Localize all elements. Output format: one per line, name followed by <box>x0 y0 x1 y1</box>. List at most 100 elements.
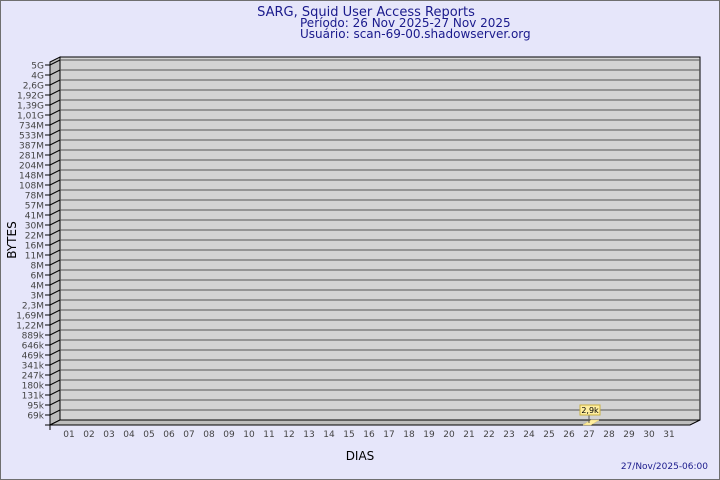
y-tick-diagonal <box>49 119 61 126</box>
x-tick-label: 17 <box>383 430 394 440</box>
y-tick-label: 1,39G <box>17 102 44 112</box>
x-tick-label: 02 <box>83 430 94 440</box>
y-tick-label: 341k <box>22 362 45 372</box>
y-tick-label: 387M <box>19 142 44 152</box>
y-tick-diagonal <box>49 109 61 116</box>
x-axis-label: DIAS <box>346 449 375 463</box>
y-tick-diagonal <box>49 369 61 376</box>
x-tick-label: 24 <box>523 430 535 440</box>
y-tick-diagonal <box>49 179 61 186</box>
x-tick-label: 30 <box>643 430 655 440</box>
x-tick-label: 22 <box>483 430 494 440</box>
y-tick-diagonal <box>49 329 61 336</box>
y-tick-label: 204M <box>19 162 44 172</box>
y-tick-diagonal <box>49 219 61 226</box>
y-tick-diagonal <box>49 239 61 246</box>
plot-back-wall <box>59 56 701 421</box>
x-tick-label: 03 <box>103 430 114 440</box>
y-tick-diagonal <box>49 299 61 306</box>
y-tick-diagonal <box>49 69 61 76</box>
y-tick-label: 148M <box>19 172 44 182</box>
x-tick-label: 08 <box>203 430 215 440</box>
y-tick-label: 4M <box>31 282 45 292</box>
y-tick-label: 108M <box>19 182 44 192</box>
y-tick-diagonal <box>49 199 61 206</box>
y-axis-label: BYTES <box>5 221 19 258</box>
chart-period: Período: 26 Nov 2025-27 Nov 2025 <box>300 16 511 30</box>
chart-title: SARG, Squid User Access Reports <box>257 5 475 20</box>
y-tick-label: 3M <box>31 292 45 302</box>
x-tick-label: 05 <box>143 430 154 440</box>
x-tick-label: 06 <box>163 430 175 440</box>
data-label: 2,9k <box>581 406 599 415</box>
y-tick-label: 281M <box>19 152 44 162</box>
y-tick-diagonal <box>49 139 61 146</box>
y-tick-label: 533M <box>19 132 44 142</box>
chart-user: Usuário: scan-69-00.shadowserver.org <box>300 27 531 41</box>
y-tick-diagonal <box>49 169 61 176</box>
y-tick-diagonal <box>49 159 61 166</box>
x-tick-label: 26 <box>563 430 575 440</box>
x-tick-label: 15 <box>343 430 354 440</box>
y-tick-label: 41M <box>25 212 44 222</box>
data-label-box <box>579 404 601 416</box>
x-tick-label: 04 <box>123 430 135 440</box>
y-tick-diagonal <box>49 209 61 216</box>
y-tick-diagonal <box>49 359 61 366</box>
x-tick-label: 27 <box>583 430 594 440</box>
x-tick-label: 16 <box>363 430 375 440</box>
y-tick-label: 180k <box>22 382 45 392</box>
y-tick-diagonal <box>49 379 61 386</box>
x-tick-label: 07 <box>183 430 194 440</box>
x-tick-label: 18 <box>403 430 415 440</box>
y-tick-diagonal <box>49 289 61 296</box>
x-tick-label: 31 <box>663 430 674 440</box>
x-tick-label: 09 <box>223 430 235 440</box>
x-tick-label: 29 <box>623 430 635 440</box>
y-tick-label: 78M <box>25 192 44 202</box>
y-tick-label: 469k <box>22 352 45 362</box>
y-tick-label: 1,92G <box>17 92 44 102</box>
x-tick-label: 01 <box>63 430 74 440</box>
y-tick-diagonal <box>49 279 61 286</box>
y-tick-label: 5G <box>31 62 44 72</box>
y-tick-diagonal <box>49 269 61 276</box>
y-tick-label: 16M <box>25 242 44 252</box>
y-tick-diagonal <box>49 129 61 136</box>
y-tick-label: 57M <box>25 202 44 212</box>
y-tick-label: 69k <box>27 412 44 422</box>
y-tick-diagonal <box>49 389 61 396</box>
x-tick-label: 13 <box>303 430 314 440</box>
y-tick-label: 1,69M <box>16 312 44 322</box>
y-tick-diagonal <box>49 319 61 326</box>
x-tick-label: 23 <box>503 430 514 440</box>
y-tick-label: 4G <box>31 72 44 82</box>
x-tick-label: 25 <box>543 430 554 440</box>
y-tick-diagonal <box>49 99 61 106</box>
y-tick-label: 11M <box>25 252 44 262</box>
y-tick-label: 889k <box>22 332 45 342</box>
plot-floor <box>49 419 701 426</box>
y-tick-label: 30M <box>25 222 44 232</box>
y-tick-diagonal <box>49 249 61 256</box>
y-tick-label: 22M <box>25 232 44 242</box>
y-tick-diagonal <box>49 59 61 66</box>
x-tick-label: 14 <box>323 430 335 440</box>
x-tick-label: 20 <box>443 430 455 440</box>
y-tick-label: 95k <box>27 402 44 412</box>
y-tick-label: 2,6G <box>23 82 44 92</box>
y-tick-label: 247k <box>22 372 45 382</box>
y-tick-diagonal <box>49 339 61 346</box>
x-tick-label: 28 <box>603 430 615 440</box>
x-tick-label: 10 <box>243 430 255 440</box>
y-tick-label: 1,01G <box>17 112 44 122</box>
y-tick-label: 1,22M <box>16 322 44 332</box>
y-tick-diagonal <box>49 189 61 196</box>
y-tick-label: 6M <box>31 272 45 282</box>
y-tick-label: 734M <box>19 122 44 132</box>
x-tick-label: 19 <box>423 430 435 440</box>
footer-timestamp: 27/Nov/2025-06:00 <box>621 462 708 472</box>
y-tick-diagonal <box>49 229 61 236</box>
bar-day-27 <box>582 419 600 426</box>
